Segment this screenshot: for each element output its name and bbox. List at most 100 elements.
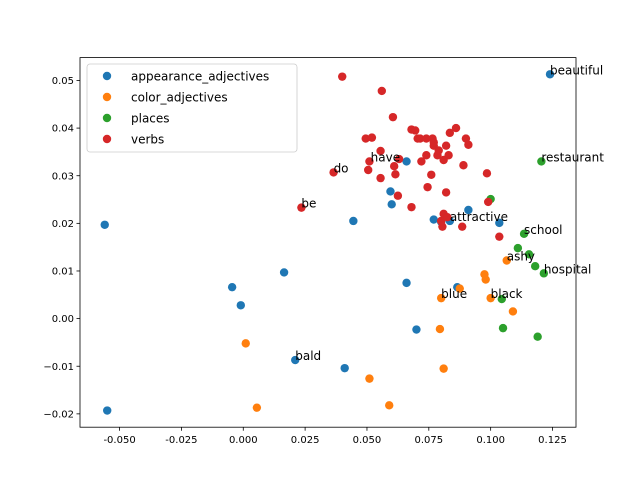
point-verbs-44: [482, 169, 492, 178]
legend-item-color_adjectives: color_adjectives: [102, 90, 228, 104]
legend-label: appearance_adjectives: [131, 69, 269, 83]
point-verbs-13: [393, 191, 403, 200]
point-verbs-5: [365, 157, 374, 166]
point-appearance_adjectives-3: [236, 301, 245, 310]
point-verbs-37: [444, 151, 453, 160]
point-appearance_adjectives-12: [412, 325, 421, 334]
point-color_adjectives-4: [435, 324, 445, 334]
series-verbs: [297, 72, 504, 241]
point-color_adjectives-1: [252, 403, 262, 412]
point-appearance_adjectives-11: [402, 278, 411, 288]
legend-label: places: [131, 111, 170, 125]
legend-item-appearance_adjectives: appearance_adjectives: [102, 69, 269, 83]
annotation-black: black: [491, 287, 523, 301]
point-appearance_adjectives-7: [349, 216, 358, 226]
point-appearance_adjectives-18: [495, 218, 504, 228]
legend-item-verbs: verbs: [102, 132, 164, 146]
legend-label: color_adjectives: [131, 90, 228, 104]
point-color_adjectives-5: [436, 293, 446, 303]
point-appearance_adjectives-1: [103, 406, 112, 415]
point-color_adjectives-11: [502, 256, 511, 265]
plot-frame: [79, 57, 577, 428]
series-color_adjectives: [241, 256, 518, 412]
point-places-6: [530, 262, 540, 271]
point-appearance_adjectives-17: [464, 205, 473, 215]
point-verbs-19: [415, 134, 425, 143]
annotation-attractive: attractive: [450, 210, 508, 224]
point-verbs-27: [429, 138, 438, 147]
point-places-7: [533, 332, 542, 341]
point-color_adjectives-12: [508, 307, 518, 316]
point-verbs-36: [443, 212, 452, 222]
point-verbs-31: [438, 222, 447, 231]
point-places-3: [513, 243, 523, 253]
plot-content: beautiful restaurant have do be attractive sch…: [100, 63, 604, 415]
point-appearance_adjectives-5: [291, 355, 300, 365]
point-verbs-21: [422, 134, 431, 143]
point-places-4: [519, 229, 529, 239]
point-appearance_adjectives-8: [386, 187, 395, 196]
legend-marker: [102, 134, 112, 144]
point-appearance_adjectives-13: [429, 215, 438, 224]
annotation-hospital: hospital: [544, 262, 592, 276]
annotation-ashy: ashy: [507, 250, 535, 264]
legend: appearance_adjectives color_adjectivespla…: [86, 63, 298, 153]
point-color_adjectives-10: [486, 293, 495, 303]
x-tick-label: 0.000: [229, 435, 258, 446]
point-verbs-11: [389, 161, 399, 171]
annotation-be: be: [301, 197, 316, 211]
y-tick-label: 0.00: [52, 314, 74, 325]
y-tick-label: 0.04: [52, 124, 74, 135]
point-appearance_adjectives-6: [340, 363, 349, 373]
y-tick-label: 0.03: [52, 171, 74, 182]
y-tick-label: 0.05: [52, 76, 74, 87]
x-tick-label: 0.025: [291, 435, 320, 446]
point-verbs-45: [483, 197, 493, 207]
point-verbs-9: [377, 86, 387, 96]
point-verbs-3: [361, 134, 370, 143]
point-verbs-40: [458, 222, 467, 231]
annotation-blue: blue: [441, 287, 467, 301]
point-places-8: [537, 157, 546, 166]
x-tick-label: 0.100: [476, 435, 505, 446]
point-verbs-20: [417, 157, 426, 166]
point-places-9: [539, 269, 549, 278]
point-verbs-0: [297, 203, 306, 212]
point-verbs-23: [423, 182, 432, 192]
legend-marker: [102, 92, 112, 102]
point-verbs-6: [367, 133, 377, 142]
y-tick-label: −0.01: [43, 362, 74, 373]
point-appearance_adjectives-10: [402, 157, 411, 166]
legend-box: [86, 63, 298, 153]
annotation-restaurant: restaurant: [541, 150, 604, 164]
point-verbs-17: [411, 126, 420, 135]
x-tick-label: 0.075: [414, 435, 443, 446]
y-tick-label: −0.02: [43, 409, 74, 420]
legend-item-places: places: [102, 111, 170, 125]
legend-marker: [102, 71, 112, 81]
point-color_adjectives-7: [455, 284, 464, 293]
point-color_adjectives-2: [365, 374, 374, 383]
point-appearance_adjectives-0: [100, 220, 109, 229]
annotation-school: school: [524, 223, 562, 237]
point-color_adjectives-3: [385, 401, 394, 410]
point-verbs-39: [451, 123, 461, 133]
point-verbs-24: [427, 170, 436, 179]
y-axis: −0.02 −0.01 0.00 0.01 0.02 0.03 0.04 0.05: [43, 76, 80, 420]
point-verbs-41: [459, 161, 468, 170]
y-tick-label: 0.01: [52, 267, 74, 278]
point-places-5: [524, 250, 534, 259]
point-verbs-4: [364, 165, 373, 175]
point-verbs-8: [376, 146, 385, 156]
point-color_adjectives-0: [241, 339, 250, 348]
x-tick-label: -0.050: [103, 435, 135, 446]
point-appearance_adjectives-4: [279, 268, 289, 277]
point-appearance_adjectives-9: [387, 200, 396, 209]
point-verbs-35: [441, 188, 451, 197]
point-appearance_adjectives-19: [545, 70, 555, 79]
point-verbs-38: [445, 128, 455, 138]
annotation-bald: bald: [295, 349, 321, 363]
point-verbs-10: [388, 112, 398, 122]
annotation-beautiful: beautiful: [550, 63, 603, 77]
